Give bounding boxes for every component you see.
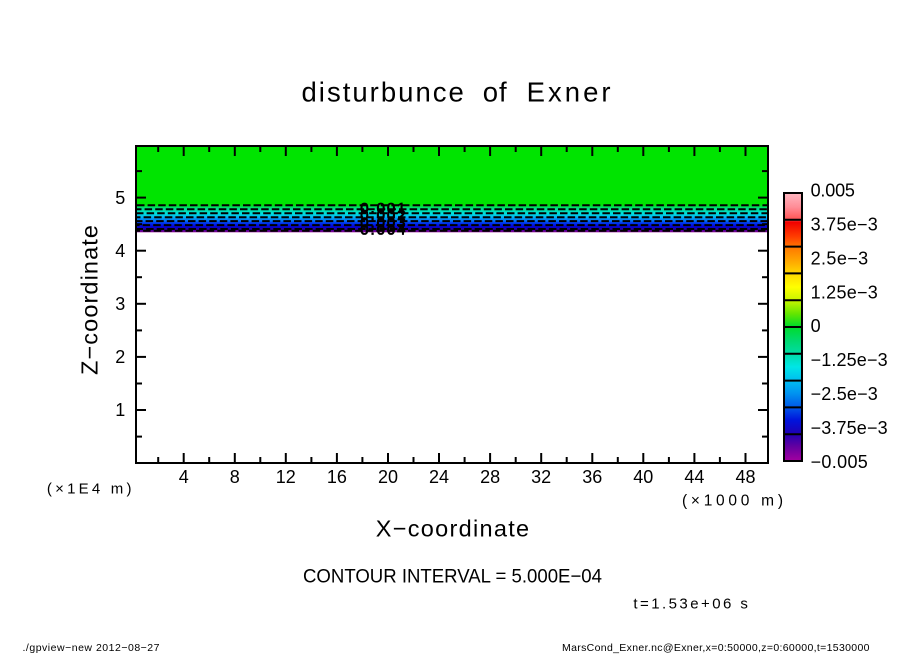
svg-text:20: 20 xyxy=(378,467,398,487)
svg-text:0: 0 xyxy=(811,316,821,336)
svg-text:12: 12 xyxy=(276,467,296,487)
svg-text:0.002: 0.002 xyxy=(360,207,405,224)
svg-text:−0.005: −0.005 xyxy=(811,452,868,472)
svg-text:36: 36 xyxy=(582,467,602,487)
svg-text:X−coordinate: X−coordinate xyxy=(376,516,529,542)
svg-text:(×1000 m): (×1000 m) xyxy=(682,492,783,509)
svg-text:44: 44 xyxy=(684,467,704,487)
svg-text:0.005: 0.005 xyxy=(811,181,855,201)
svg-text:Z−coordinate: Z−coordinate xyxy=(77,225,103,375)
svg-text:Exner: Exner xyxy=(527,76,611,107)
svg-text:1: 1 xyxy=(115,400,125,420)
svg-text:24: 24 xyxy=(429,467,449,487)
svg-text:4: 4 xyxy=(115,241,125,261)
svg-text:1.25e−3: 1.25e−3 xyxy=(811,282,878,302)
svg-text:0.004: 0.004 xyxy=(360,222,405,239)
svg-text:MarsCond_Exner.nc@Exner,x=0:50: MarsCond_Exner.nc@Exner,x=0:50000,z=0:60… xyxy=(562,642,870,654)
svg-text:0.003: 0.003 xyxy=(360,215,405,232)
svg-text:3: 3 xyxy=(115,294,125,314)
svg-text:40: 40 xyxy=(633,467,653,487)
svg-text:−2.5e−3: −2.5e−3 xyxy=(811,384,878,404)
svg-text:./gpview−new 2012−08−27: ./gpview−new 2012−08−27 xyxy=(23,642,160,654)
svg-text:of: of xyxy=(483,76,507,107)
svg-text:28: 28 xyxy=(480,467,500,487)
svg-text:2: 2 xyxy=(115,347,125,367)
svg-text:0.001: 0.001 xyxy=(360,200,405,217)
svg-text:16: 16 xyxy=(327,467,347,487)
svg-text:disturbunce: disturbunce xyxy=(302,76,464,107)
svg-text:32: 32 xyxy=(531,467,551,487)
svg-text:CONTOUR INTERVAL = 5.000E−04: CONTOUR INTERVAL = 5.000E−04 xyxy=(303,565,602,587)
svg-text:4: 4 xyxy=(179,467,189,487)
svg-text:5: 5 xyxy=(115,188,125,208)
svg-text:48: 48 xyxy=(735,467,755,487)
svg-text:8: 8 xyxy=(230,467,240,487)
svg-text:t=1.53e+06 s: t=1.53e+06 s xyxy=(633,596,748,613)
svg-text:−3.75e−3: −3.75e−3 xyxy=(811,418,888,438)
svg-text:−1.25e−3: −1.25e−3 xyxy=(811,350,888,370)
svg-text:2.5e−3: 2.5e−3 xyxy=(811,248,869,268)
svg-text:3.75e−3: 3.75e−3 xyxy=(811,215,878,235)
